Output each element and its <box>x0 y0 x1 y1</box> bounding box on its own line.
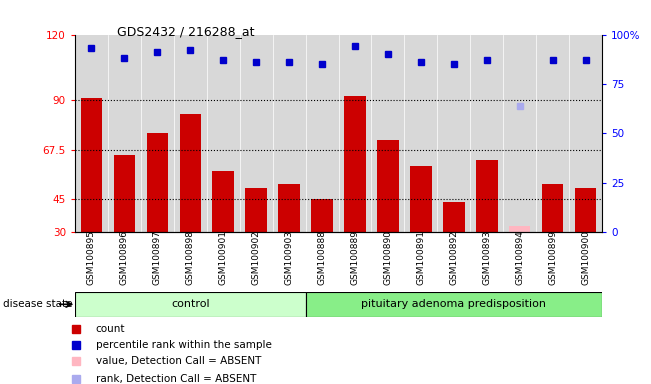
Bar <box>575 189 596 232</box>
Bar <box>180 114 201 232</box>
Text: GSM100897: GSM100897 <box>153 230 161 285</box>
Bar <box>476 160 497 232</box>
Bar <box>146 134 168 232</box>
Text: pituitary adenoma predisposition: pituitary adenoma predisposition <box>361 299 546 310</box>
Text: percentile rank within the sample: percentile rank within the sample <box>96 340 271 350</box>
Text: GSM100896: GSM100896 <box>120 230 129 285</box>
Text: rank, Detection Call = ABSENT: rank, Detection Call = ABSENT <box>96 374 256 384</box>
Bar <box>81 98 102 232</box>
Text: GSM100901: GSM100901 <box>219 230 228 285</box>
Bar <box>113 156 135 232</box>
Text: GSM100891: GSM100891 <box>417 230 425 285</box>
Text: GSM100890: GSM100890 <box>383 230 393 285</box>
Text: GSM100898: GSM100898 <box>186 230 195 285</box>
Text: disease state: disease state <box>3 299 73 309</box>
Bar <box>311 199 333 232</box>
Text: value, Detection Call = ABSENT: value, Detection Call = ABSENT <box>96 356 261 366</box>
Text: GSM100892: GSM100892 <box>449 230 458 285</box>
Text: GSM100889: GSM100889 <box>350 230 359 285</box>
Bar <box>212 171 234 232</box>
Text: GSM100888: GSM100888 <box>318 230 327 285</box>
Text: GSM100894: GSM100894 <box>516 230 524 285</box>
Bar <box>75 292 305 317</box>
Bar <box>305 292 602 317</box>
Bar <box>279 184 300 232</box>
Text: GSM100899: GSM100899 <box>548 230 557 285</box>
Bar <box>410 166 432 232</box>
Bar <box>377 140 398 232</box>
Bar <box>443 202 465 232</box>
Bar <box>245 189 267 232</box>
Text: GSM100902: GSM100902 <box>252 230 260 285</box>
Text: count: count <box>96 323 125 334</box>
Bar <box>344 96 366 232</box>
Bar <box>509 226 531 232</box>
Bar <box>542 184 564 232</box>
Text: GDS2432 / 216288_at: GDS2432 / 216288_at <box>117 25 255 38</box>
Text: GSM100903: GSM100903 <box>284 230 294 285</box>
Text: GSM100895: GSM100895 <box>87 230 96 285</box>
Text: GSM100893: GSM100893 <box>482 230 492 285</box>
Text: GSM100900: GSM100900 <box>581 230 590 285</box>
Text: control: control <box>171 299 210 310</box>
